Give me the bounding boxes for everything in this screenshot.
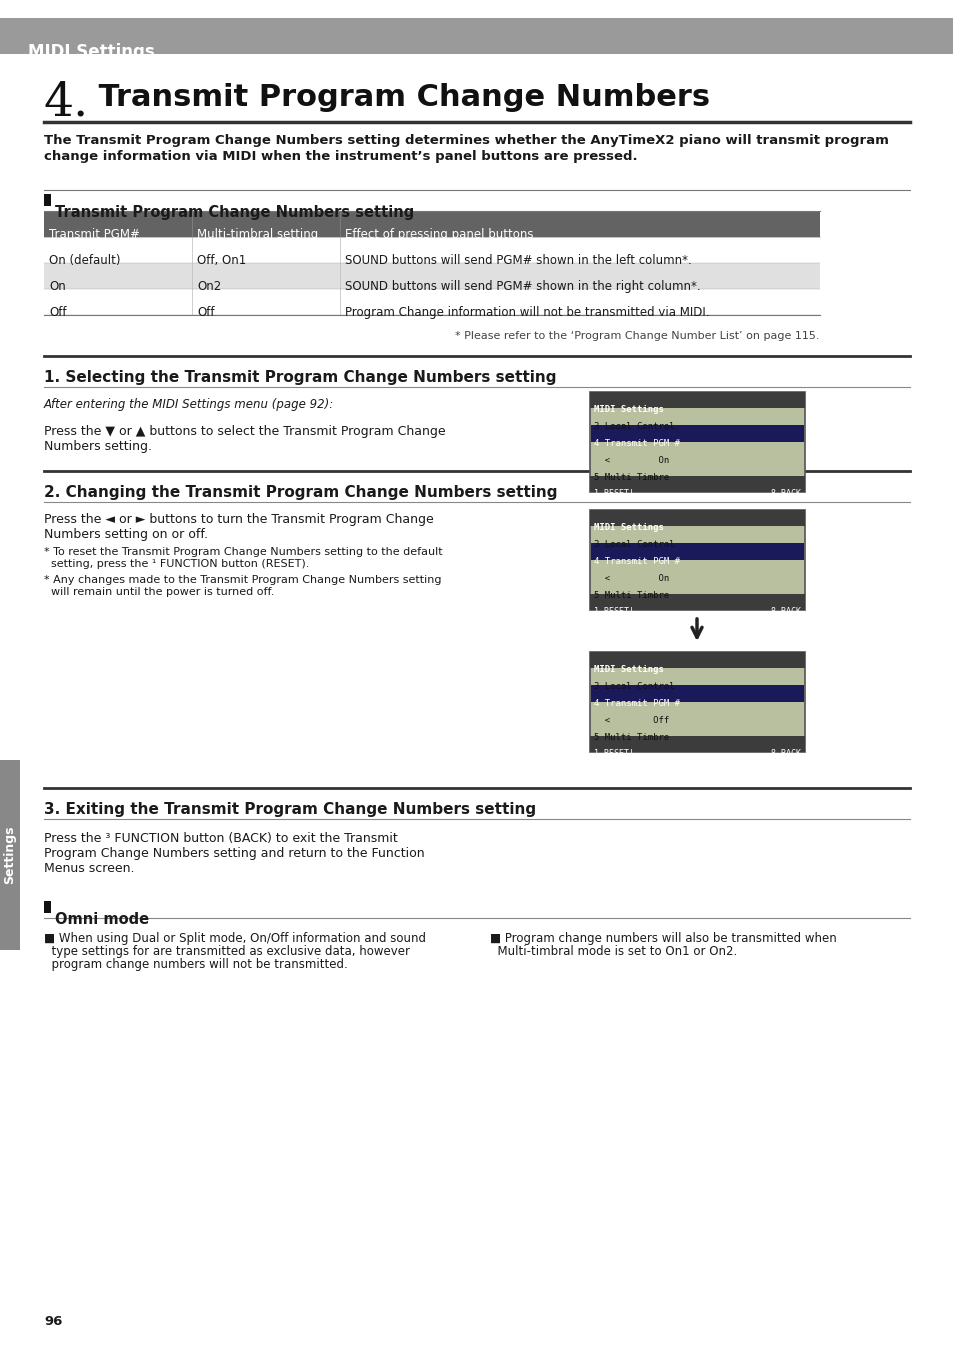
Text: Program Change information will not be transmitted via MIDI.: Program Change information will not be t… — [345, 306, 709, 319]
Text: 1 RESET|: 1 RESET| — [594, 608, 634, 616]
Text: change information via MIDI when the instrument’s panel buttons are pressed.: change information via MIDI when the ins… — [44, 150, 637, 163]
Text: Settings: Settings — [4, 826, 16, 884]
Text: 1. Selecting the Transmit Program Change Numbers setting: 1. Selecting the Transmit Program Change… — [44, 370, 556, 385]
Text: Numbers setting.: Numbers setting. — [44, 440, 152, 454]
Text: Effect of pressing panel buttons: Effect of pressing panel buttons — [345, 228, 533, 242]
Bar — [0, 760, 20, 950]
Text: MIDI Settings: MIDI Settings — [594, 522, 663, 532]
Text: 4 Transmit PGM #: 4 Transmit PGM # — [594, 439, 679, 448]
Text: Menus screen.: Menus screen. — [44, 863, 134, 875]
Bar — [44, 211, 820, 238]
Text: will remain until the power is turned off.: will remain until the power is turned of… — [44, 587, 274, 597]
Bar — [589, 392, 804, 408]
Bar — [44, 238, 820, 263]
Text: * Please refer to the ‘Program Change Number List’ on page 115.: * Please refer to the ‘Program Change Nu… — [455, 331, 820, 342]
Text: ■ Program change numbers will also be transmitted when: ■ Program change numbers will also be tr… — [490, 931, 836, 945]
Bar — [0, 18, 953, 54]
Bar — [590, 543, 803, 560]
Text: * To reset the Transmit Program Change Numbers setting to the default: * To reset the Transmit Program Change N… — [44, 547, 442, 558]
Text: The Transmit Program Change Numbers setting determines whether the AnyTimeX2 pia: The Transmit Program Change Numbers sett… — [44, 134, 888, 147]
Text: 96: 96 — [44, 1315, 62, 1328]
Text: * Any changes made to the Transmit Program Change Numbers setting: * Any changes made to the Transmit Progr… — [44, 575, 441, 585]
Bar — [589, 594, 804, 610]
Bar — [44, 194, 51, 207]
Bar — [44, 289, 820, 315]
Text: <        Off: < Off — [594, 716, 669, 725]
Bar — [589, 652, 804, 668]
Text: On2: On2 — [196, 279, 221, 293]
Text: ■ When using Dual or Split mode, On/Off information and sound: ■ When using Dual or Split mode, On/Off … — [44, 931, 426, 945]
Text: 3 Local Control: 3 Local Control — [594, 540, 674, 549]
Text: Off, On1: Off, On1 — [196, 254, 246, 267]
Text: 4 Transmit PGM #: 4 Transmit PGM # — [594, 558, 679, 566]
Text: On (default): On (default) — [49, 254, 120, 267]
Text: 3 Local Control: 3 Local Control — [594, 423, 674, 431]
Text: Transmit Program Change Numbers setting: Transmit Program Change Numbers setting — [55, 205, 414, 220]
Bar — [589, 477, 804, 491]
Text: setting, press the ¹ FUNCTION button (RESET).: setting, press the ¹ FUNCTION button (RE… — [44, 559, 309, 568]
Text: MIDI Settings: MIDI Settings — [594, 405, 663, 414]
Text: 4 Transmit PGM #: 4 Transmit PGM # — [594, 699, 679, 707]
Bar — [590, 425, 803, 441]
Text: 8 BACK: 8 BACK — [770, 608, 801, 616]
Text: <         On: < On — [594, 574, 669, 583]
Text: Press the ◄ or ► buttons to turn the Transmit Program Change: Press the ◄ or ► buttons to turn the Tra… — [44, 513, 434, 526]
Text: Off: Off — [196, 306, 214, 319]
Text: Program Change Numbers setting and return to the Function: Program Change Numbers setting and retur… — [44, 846, 424, 860]
Text: SOUND buttons will send PGM# shown in the right column*.: SOUND buttons will send PGM# shown in th… — [345, 279, 700, 293]
Text: 8 BACK: 8 BACK — [770, 489, 801, 498]
Bar — [44, 900, 51, 913]
Text: Press the ³ FUNCTION button (BACK) to exit the Transmit: Press the ³ FUNCTION button (BACK) to ex… — [44, 832, 397, 845]
Text: type settings for are transmitted as exclusive data, however: type settings for are transmitted as exc… — [44, 945, 410, 958]
Text: program change numbers will not be transmitted.: program change numbers will not be trans… — [44, 958, 348, 971]
Text: After entering the MIDI Settings menu (page 92):: After entering the MIDI Settings menu (p… — [44, 398, 334, 410]
Bar — [589, 510, 804, 526]
Text: 1 RESET|: 1 RESET| — [594, 489, 634, 498]
Text: MIDI Settings: MIDI Settings — [28, 43, 154, 61]
Bar — [589, 652, 804, 752]
Text: Omni mode: Omni mode — [55, 913, 149, 927]
Text: 5 Multi Timbre: 5 Multi Timbre — [594, 472, 669, 482]
Text: Press the ▼ or ▲ buttons to select the Transmit Program Change: Press the ▼ or ▲ buttons to select the T… — [44, 425, 445, 437]
Text: Transmit Program Change Numbers: Transmit Program Change Numbers — [88, 82, 709, 112]
Text: SOUND buttons will send PGM# shown in the left column*.: SOUND buttons will send PGM# shown in th… — [345, 254, 691, 267]
Text: Multi-timbral setting: Multi-timbral setting — [196, 228, 318, 242]
Text: 3 Local Control: 3 Local Control — [594, 682, 674, 691]
Text: 4.: 4. — [44, 80, 89, 126]
Text: Numbers setting on or off.: Numbers setting on or off. — [44, 528, 208, 541]
Bar — [589, 736, 804, 752]
Text: 3. Exiting the Transmit Program Change Numbers setting: 3. Exiting the Transmit Program Change N… — [44, 802, 536, 817]
Bar — [590, 684, 803, 702]
Text: 8 BACK: 8 BACK — [770, 749, 801, 757]
Text: 2. Changing the Transmit Program Change Numbers setting: 2. Changing the Transmit Program Change … — [44, 485, 557, 500]
Bar — [589, 510, 804, 610]
Text: On: On — [49, 279, 66, 293]
Text: 5 Multi Timbre: 5 Multi Timbre — [594, 591, 669, 599]
Text: 5 Multi Timbre: 5 Multi Timbre — [594, 733, 669, 743]
Bar — [44, 263, 820, 289]
Bar — [589, 392, 804, 491]
Text: <         On: < On — [594, 456, 669, 464]
Text: Transmit PGM#: Transmit PGM# — [49, 228, 140, 242]
Text: MIDI Settings: MIDI Settings — [594, 666, 663, 674]
Text: Multi-timbral mode is set to On1 or On2.: Multi-timbral mode is set to On1 or On2. — [490, 945, 737, 958]
Text: Off: Off — [49, 306, 67, 319]
Text: 1 RESET|: 1 RESET| — [594, 749, 634, 757]
